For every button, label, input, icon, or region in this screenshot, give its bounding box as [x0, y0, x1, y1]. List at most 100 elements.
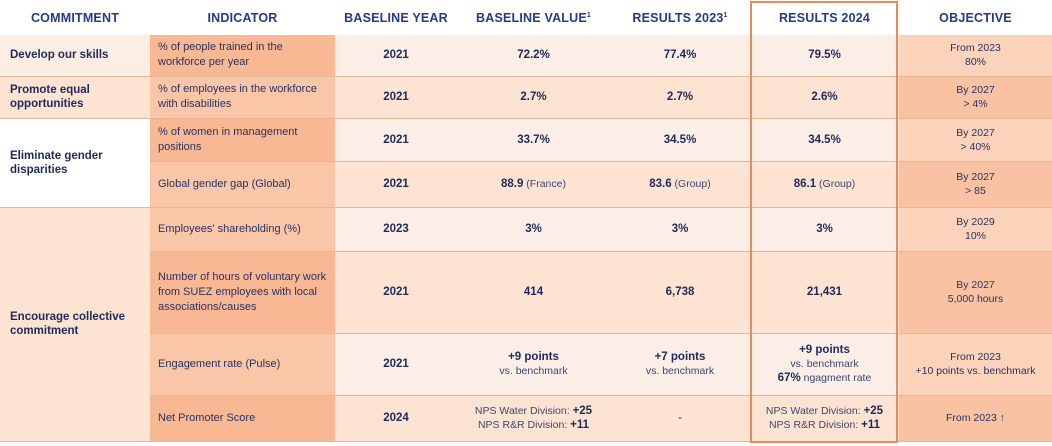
value-text: +9 points	[799, 344, 850, 356]
results-2024-cell: 34.5%	[750, 118, 899, 162]
results-2024-cell: 86.1 (Group)	[750, 161, 899, 208]
value-note: NPS Water Division:	[765, 405, 864, 417]
objective-line: > 85	[965, 185, 986, 197]
commitment-cell: Promote equal opportunities	[0, 76, 150, 119]
commitment-cell: Develop our skills	[0, 35, 150, 77]
value-text: +25	[572, 405, 593, 417]
table-row: Net Promoter Score 2024 NPS Water Divisi…	[0, 395, 1052, 442]
baseline-year-cell: 2023	[335, 207, 457, 252]
table-row: Develop our skills % of people trained i…	[0, 35, 1052, 77]
objective-cell: By 2027 5,000 hours	[899, 251, 1052, 334]
objective-cell: From 2023 ↑	[899, 395, 1052, 442]
value-note: (Group)	[816, 178, 856, 190]
table-row: Number of hours of voluntary work from S…	[0, 251, 1052, 334]
baseline-value-cell: 72.2%	[457, 35, 610, 77]
indicator-cell: Number of hours of voluntary work from S…	[150, 251, 335, 334]
value-note: NPS Water Division:	[474, 405, 573, 417]
value-text: +11	[861, 419, 881, 431]
baseline-value-cell: 414	[457, 251, 610, 334]
value-note: ngagment rate	[800, 372, 872, 384]
objective-line: From 2023	[950, 351, 1001, 363]
value-text: 86.1	[793, 178, 817, 190]
value-note: (Group)	[671, 178, 711, 190]
commitment-cell: Encourage collective commitment	[0, 207, 150, 442]
results-2024-cell: 3%	[750, 207, 899, 252]
objective-cell: From 2023 80%	[899, 35, 1052, 77]
results-2023-cell: 6,738	[610, 251, 750, 334]
value-note: vs. benchmark	[645, 365, 715, 377]
value-note: vs. benchmark	[790, 358, 859, 370]
results-2024-cell: 79.5%	[750, 35, 899, 77]
header-results-2023-label: RESULTS 2023	[632, 10, 724, 25]
baseline-value-cell: 88.9 (France)	[457, 161, 610, 208]
baseline-year-cell: 2021	[335, 333, 457, 396]
baseline-value-cell: 33.7%	[457, 118, 610, 162]
header-objective: OBJECTIVE	[899, 0, 1052, 35]
value-text: +7 points	[654, 351, 706, 363]
engagement-rate-line: 67% ngagment rate	[750, 371, 899, 385]
results-2023-cell: 83.6 (Group)	[610, 161, 750, 208]
objective-line: 80%	[964, 56, 986, 69]
footnote-marker: 1	[586, 11, 591, 19]
value-text: 67%	[777, 372, 801, 384]
table-row: Eliminate gender disparities % of women …	[0, 118, 1052, 208]
objective-line: +10 points vs. benchmark	[915, 365, 1036, 377]
results-2023-cell: 3%	[610, 207, 750, 252]
indicator-cell: % of women in management positions	[150, 118, 335, 162]
objective-line: By 2027	[956, 126, 995, 139]
baseline-year-cell: 2021	[335, 35, 457, 77]
objective-cell: By 2027 > 40%	[899, 118, 1052, 162]
objective-cell: By 2027 > 4%	[899, 76, 1052, 119]
results-2023-cell: 2.7%	[610, 76, 750, 119]
results-2024-cell: NPS Water Division: +25 NPS R&R Division:…	[750, 395, 899, 442]
objective-line: By 2029	[956, 216, 995, 228]
objective-line: 5,000 hours	[947, 293, 1004, 305]
header-commitment: COMMITMENT	[0, 0, 150, 35]
results-2023-cell: -	[610, 395, 750, 442]
objective-line: 10%	[964, 230, 986, 242]
indicator-cell: % of employees in the workforce with dis…	[150, 76, 335, 119]
indicator-cell: Employees' shareholding (%)	[150, 207, 335, 252]
results-2023-cell: 77.4%	[610, 35, 750, 77]
value-note: vs. benchmark	[499, 365, 568, 377]
value-note: (France)	[523, 178, 566, 190]
table-row: Global gender gap (Global) 2021 88.9 (Fr…	[0, 161, 1052, 208]
value-text: +25	[863, 405, 884, 417]
value-text: 83.6	[649, 178, 672, 190]
baseline-value-cell: NPS Water Division: +25 NPS R&R Division:…	[457, 395, 610, 442]
baseline-value-cell: +9 points vs. benchmark	[457, 333, 610, 396]
header-baseline-value-label: BASELINE VALUE	[475, 10, 587, 25]
header-results-2023: RESULTS 20231	[610, 0, 750, 35]
objective-line: By 2027	[956, 84, 995, 96]
objective-cell: By 2027 > 85	[899, 161, 1052, 208]
indicator-cell: Engagement rate (Pulse)	[150, 333, 335, 396]
objective-cell: From 2023 +10 points vs. benchmark	[899, 333, 1052, 396]
header-indicator: INDICATOR	[150, 0, 335, 35]
value-text: +9 points	[508, 351, 559, 363]
indicator-cell: Global gender gap (Global)	[150, 161, 335, 208]
objective-line: From 2023	[950, 42, 1001, 55]
results-2024-cell: +9 points vs. benchmark 67% ngagment rate	[750, 333, 899, 396]
table-row: Engagement rate (Pulse) 2021 +9 points vs…	[0, 333, 1052, 396]
results-2023-cell: +7 points vs. benchmark	[610, 333, 750, 396]
baseline-year-cell: 2021	[335, 118, 457, 162]
value-text: 88.9	[501, 178, 524, 190]
objective-line: > 40%	[960, 140, 991, 153]
commitment-cell: Eliminate gender disparities	[0, 118, 150, 208]
header-baseline-value: BASELINE VALUE1	[457, 0, 610, 35]
table-row: Promote equal opportunities % of employe…	[0, 76, 1052, 119]
objective-line: By 2027	[956, 171, 995, 183]
value-text: +11	[570, 419, 590, 431]
value-note: NPS R&R Division:	[768, 419, 862, 431]
header-baseline-year: BASELINE YEAR	[335, 0, 457, 35]
baseline-year-cell: 2021	[335, 76, 457, 119]
indicator-cell: % of people trained in the workforce per…	[150, 35, 335, 77]
indicator-cell: Net Promoter Score	[150, 395, 335, 442]
header-results-2024: RESULTS 2024	[750, 0, 899, 35]
baseline-year-cell: 2021	[335, 161, 457, 208]
objective-cell: By 2029 10%	[899, 207, 1052, 252]
baseline-value-cell: 3%	[457, 207, 610, 252]
baseline-year-cell: 2024	[335, 395, 457, 442]
